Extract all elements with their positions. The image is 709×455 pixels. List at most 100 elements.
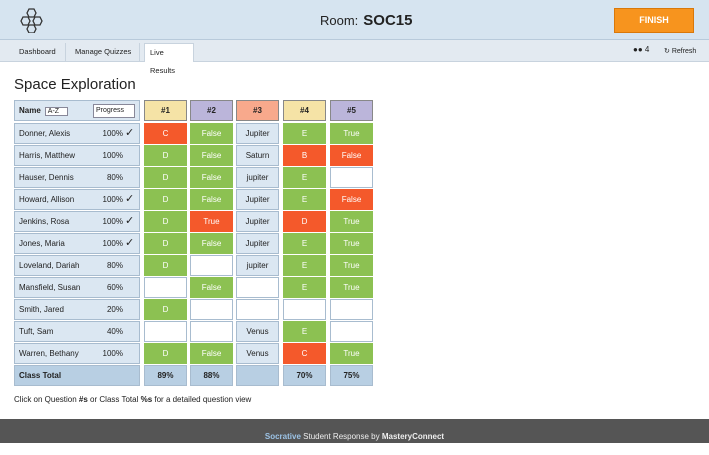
progress: 40% — [106, 327, 123, 336]
complete-check: ✓ — [125, 237, 135, 249]
student-cell: Tuft, Sam 40% — [14, 321, 140, 342]
class-total[interactable] — [236, 365, 279, 386]
student-cell: Donner, Alexis 100% ✓ — [14, 123, 140, 144]
answer-cell: D — [144, 233, 187, 254]
student-cell: Howard, Allison 100% ✓ — [14, 189, 140, 210]
refresh[interactable]: ↻ Refresh — [664, 48, 697, 55]
answer-cell: True — [330, 211, 373, 232]
hint-text: or Class Total — [87, 395, 141, 404]
student-name: Smith, Jared — [19, 305, 64, 314]
complete-check: ✓ — [125, 127, 135, 139]
complete-check: ✓ — [125, 193, 135, 205]
student-name: Mansfield, Susan — [19, 283, 81, 292]
top-bar: Room: SOC15 FINISH — [0, 0, 709, 40]
progress: 60% — [106, 283, 123, 292]
finish-button[interactable]: FINISH — [614, 8, 694, 33]
answer-cell: True — [330, 233, 373, 254]
hint-text: for a detailed question view — [152, 395, 252, 404]
student-name: Jenkins, Rosa — [19, 217, 70, 226]
student-name: Loveland, Dariah — [19, 261, 80, 270]
empty-cell — [330, 299, 373, 320]
sort-select[interactable]: A-Z — [44, 107, 69, 116]
answer-cell: C — [283, 343, 326, 364]
answer-cell: E — [283, 277, 326, 298]
logo — [20, 8, 43, 33]
answer-cell: False — [190, 343, 233, 364]
name-label: Name — [19, 106, 41, 115]
answer-cell: False — [190, 233, 233, 254]
progress: 100% — [102, 195, 123, 204]
empty-cell — [330, 321, 373, 342]
answer-cell: C — [144, 123, 187, 144]
student-name: Warren, Bethany — [19, 349, 79, 358]
question-header[interactable]: #2 — [190, 100, 233, 121]
answer-cell: Jupiter — [236, 211, 279, 232]
answer-cell: False — [190, 167, 233, 188]
progress-select[interactable]: Progress — [93, 104, 136, 118]
page: Room: SOC15 FINISH Dashboard Manage Quizze… — [0, 0, 709, 443]
room-label: Room: — [320, 13, 359, 28]
student-name: Howard, Allison — [19, 195, 75, 204]
progress: 100% — [102, 239, 123, 248]
answer-cell: jupiter — [236, 167, 279, 188]
student-cell: Jenkins, Rosa 100% ✓ — [14, 211, 140, 232]
answer-cell: False — [330, 145, 373, 166]
tab[interactable]: Dashboard — [14, 43, 66, 62]
answer-cell: Venus — [236, 321, 279, 342]
empty-cell — [144, 321, 187, 342]
hint-text: #s — [78, 395, 88, 404]
student-name: Hauser, Dennis — [19, 173, 74, 182]
answer-cell: Venus — [236, 343, 279, 364]
answer-cell: D — [144, 145, 187, 166]
question-header[interactable]: #5 — [330, 100, 373, 121]
progress: 100% — [102, 217, 123, 226]
student-name: Jones, Maria — [19, 239, 65, 248]
count: 4 — [644, 45, 650, 54]
results-table: Name A-Z Progress #1 #2 #3 #4 #5 Donner, Alexis 1… — [14, 100, 376, 386]
hint-text: %s — [140, 395, 153, 404]
student-cell: Warren, Bethany 100% — [14, 343, 140, 364]
answer-cell: B — [283, 145, 326, 166]
empty-cell — [190, 321, 233, 342]
tab[interactable]: Live Results — [144, 43, 194, 75]
hint-text: Click on Question — [14, 395, 79, 404]
empty-cell — [190, 255, 233, 276]
answer-cell: Jupiter — [236, 189, 279, 210]
student-cell: Loveland, Dariah 80% — [14, 255, 140, 276]
title: Space Exploration — [14, 76, 136, 93]
tab[interactable]: Manage Quizzes — [70, 43, 140, 62]
footer-text: Student Response by — [300, 432, 382, 441]
question-header[interactable]: #4 — [283, 100, 326, 121]
answer-cell: D — [144, 211, 187, 232]
header-name-cell: Name A-Z Progress — [14, 100, 140, 121]
hint: Click on Question #s or Class Total %s f… — [14, 395, 251, 404]
student-cell: Smith, Jared 20% — [14, 299, 140, 320]
complete-check: ✓ — [125, 215, 135, 227]
refresh-label[interactable]: Refresh — [671, 48, 697, 55]
answer-cell: True — [330, 123, 373, 144]
student-cell: Mansfield, Susan 60% — [14, 277, 140, 298]
class-total[interactable]: 75% — [330, 365, 373, 386]
answer-cell: False — [190, 277, 233, 298]
question-header[interactable]: #1 — [144, 100, 187, 121]
answer-cell: E — [283, 123, 326, 144]
empty-cell — [144, 277, 187, 298]
answer-cell: False — [330, 189, 373, 210]
answer-cell: True — [190, 211, 233, 232]
answer-cell: D — [144, 299, 187, 320]
progress: 100% — [102, 151, 123, 160]
answer-cell: D — [283, 211, 326, 232]
class-total[interactable]: 88% — [190, 365, 233, 386]
answer-cell: E — [283, 255, 326, 276]
class-total[interactable]: 70% — [283, 365, 326, 386]
room: Room: SOC15 — [320, 12, 413, 29]
student-name: Tuft, Sam — [19, 327, 54, 336]
student-count: ●● 4 — [633, 45, 650, 54]
student-cell: Jones, Maria 100% ✓ — [14, 233, 140, 254]
question-header[interactable]: #3 — [236, 100, 279, 121]
answer-cell: E — [283, 189, 326, 210]
class-total[interactable]: 89% — [144, 365, 187, 386]
total-label: Class Total — [14, 365, 140, 386]
footer: Socrative Student Response by MasteryCon… — [0, 419, 709, 443]
nav-bar: Dashboard Manage Quizzes Live Results ●● 4… — [0, 40, 709, 75]
